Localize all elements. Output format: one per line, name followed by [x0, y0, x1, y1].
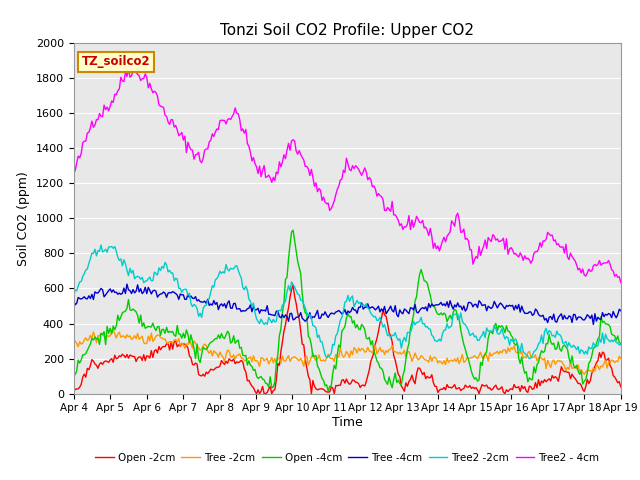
Tree -2cm [310, 356, 318, 361]
Open -4cm [70, 374, 77, 380]
Open -2cm [262, 391, 269, 396]
Tree2 - 4cm [310, 183, 318, 189]
Tree -4cm [234, 306, 242, 312]
Open -4cm [617, 341, 625, 347]
Line: Tree -2cm: Tree -2cm [74, 330, 621, 374]
Title: Tonzi Soil CO2 Profile: Upper CO2: Tonzi Soil CO2 Profile: Upper CO2 [220, 23, 474, 38]
Line: Tree -4cm: Tree -4cm [74, 284, 621, 324]
Open -4cm [251, 366, 259, 372]
Tree -2cm [70, 340, 77, 346]
Tree -4cm [123, 281, 131, 287]
Line: Open -2cm: Open -2cm [74, 285, 621, 394]
Tree2 -2cm [262, 320, 269, 325]
Open -4cm [289, 228, 297, 233]
Open -2cm [289, 282, 297, 288]
Y-axis label: Soil CO2 (ppm): Soil CO2 (ppm) [17, 171, 30, 266]
Tree -2cm [589, 365, 597, 371]
Open -4cm [324, 388, 332, 394]
Open -4cm [589, 345, 597, 351]
Text: TZ_soilco2: TZ_soilco2 [82, 56, 150, 69]
Open -4cm [137, 312, 145, 318]
Tree -4cm [138, 291, 146, 297]
Open -2cm [589, 367, 597, 373]
Open -2cm [617, 384, 625, 390]
Tree2 - 4cm [588, 268, 596, 274]
Tree2 -2cm [525, 356, 533, 361]
Tree -2cm [109, 327, 117, 333]
Tree2 - 4cm [253, 164, 260, 170]
Tree -2cm [580, 372, 588, 377]
Tree2 -2cm [253, 316, 260, 322]
Legend: Open -2cm, Tree -2cm, Open -4cm, Tree -4cm, Tree2 -2cm, Tree2 - 4cm: Open -2cm, Tree -2cm, Open -4cm, Tree -4… [95, 453, 600, 463]
Tree -4cm [588, 312, 596, 318]
Tree2 -2cm [97, 242, 105, 248]
Tree2 - 4cm [617, 280, 625, 286]
Tree2 -2cm [310, 324, 318, 329]
Tree -4cm [617, 308, 625, 313]
Open -2cm [312, 386, 320, 392]
Tree2 - 4cm [262, 175, 269, 180]
Tree -4cm [253, 307, 260, 312]
Open -2cm [70, 384, 77, 390]
Tree2 - 4cm [125, 66, 132, 72]
X-axis label: Time: Time [332, 416, 363, 429]
Tree2 - 4cm [138, 76, 146, 82]
Open -2cm [233, 359, 241, 365]
Open -2cm [137, 354, 145, 360]
Open -2cm [251, 388, 259, 394]
Tree -2cm [138, 333, 146, 339]
Open -4cm [260, 377, 268, 383]
Tree -2cm [234, 352, 242, 358]
Tree -4cm [70, 297, 77, 303]
Line: Tree2 - 4cm: Tree2 - 4cm [74, 69, 621, 283]
Tree -4cm [310, 314, 318, 320]
Tree2 -2cm [138, 275, 146, 280]
Tree2 - 4cm [70, 170, 77, 176]
Tree -2cm [262, 357, 269, 362]
Tree2 -2cm [617, 342, 625, 348]
Open -4cm [233, 338, 241, 344]
Tree -4cm [589, 322, 597, 327]
Tree2 -2cm [234, 267, 242, 273]
Tree -2cm [253, 358, 260, 363]
Tree2 -2cm [70, 293, 77, 299]
Open -4cm [310, 353, 318, 359]
Open -2cm [253, 391, 260, 396]
Tree -4cm [262, 308, 269, 314]
Line: Open -4cm: Open -4cm [74, 230, 621, 391]
Line: Tree2 -2cm: Tree2 -2cm [74, 245, 621, 359]
Tree -2cm [617, 356, 625, 361]
Tree2 -2cm [589, 340, 597, 346]
Tree2 - 4cm [234, 111, 242, 117]
